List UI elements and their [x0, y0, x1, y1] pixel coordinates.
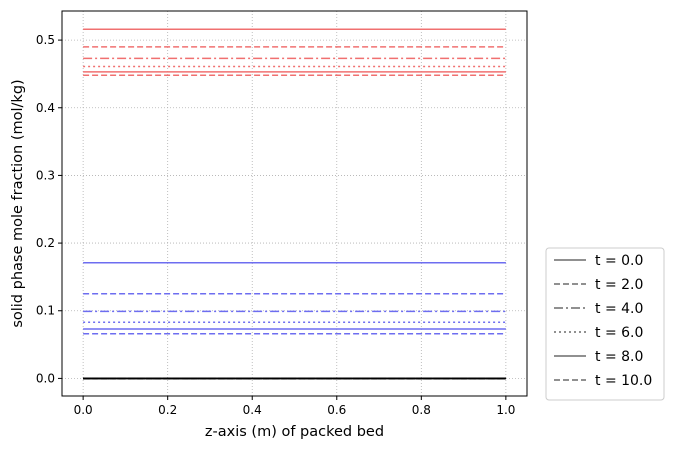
x-tick-label: 0.2	[158, 403, 177, 417]
x-tick-label: 1.0	[496, 403, 515, 417]
legend: t = 0.0 t = 2.0 t = 4.0 t = 6.0 t = 8.0 t = 1…	[545, 247, 665, 401]
y-tick-label: 0.1	[36, 304, 55, 318]
axis-ticks: 0.0 0.2 0.4 0.6 0.8 1.0 0.0 0.1 0.2 0.3 0.4 0.5	[36, 33, 516, 417]
x-tick-label: 0.8	[412, 403, 431, 417]
y-tick-label: 0.5	[36, 33, 55, 47]
plot-frame	[61, 10, 528, 397]
y-tick-label: 0.3	[36, 168, 55, 182]
legend-label-5: t = 10.0	[595, 373, 652, 389]
y-tick-label: 0.4	[36, 101, 55, 115]
x-tick-label: 0.4	[243, 403, 262, 417]
y-tick-label: 0.2	[36, 236, 55, 250]
x-tick-label: 0.6	[327, 403, 346, 417]
grid-lines	[62, 11, 527, 396]
legend-label-3: t = 6.0	[595, 325, 643, 341]
legend-box	[545, 247, 665, 401]
series-lines	[83, 28, 506, 380]
legend-label-1: t = 2.0	[595, 277, 643, 293]
legend-label-0: t = 0.0	[595, 253, 643, 269]
x-tick-label: 0.0	[74, 403, 93, 417]
y-axis-label: solid phase mole fraction (mol/kg)	[10, 79, 26, 327]
x-axis-label: z-axis (m) of packed bed	[205, 424, 384, 440]
legend-label-2: t = 4.0	[595, 301, 643, 317]
legend-label-4: t = 8.0	[595, 349, 643, 365]
y-tick-label: 0.0	[36, 371, 55, 385]
